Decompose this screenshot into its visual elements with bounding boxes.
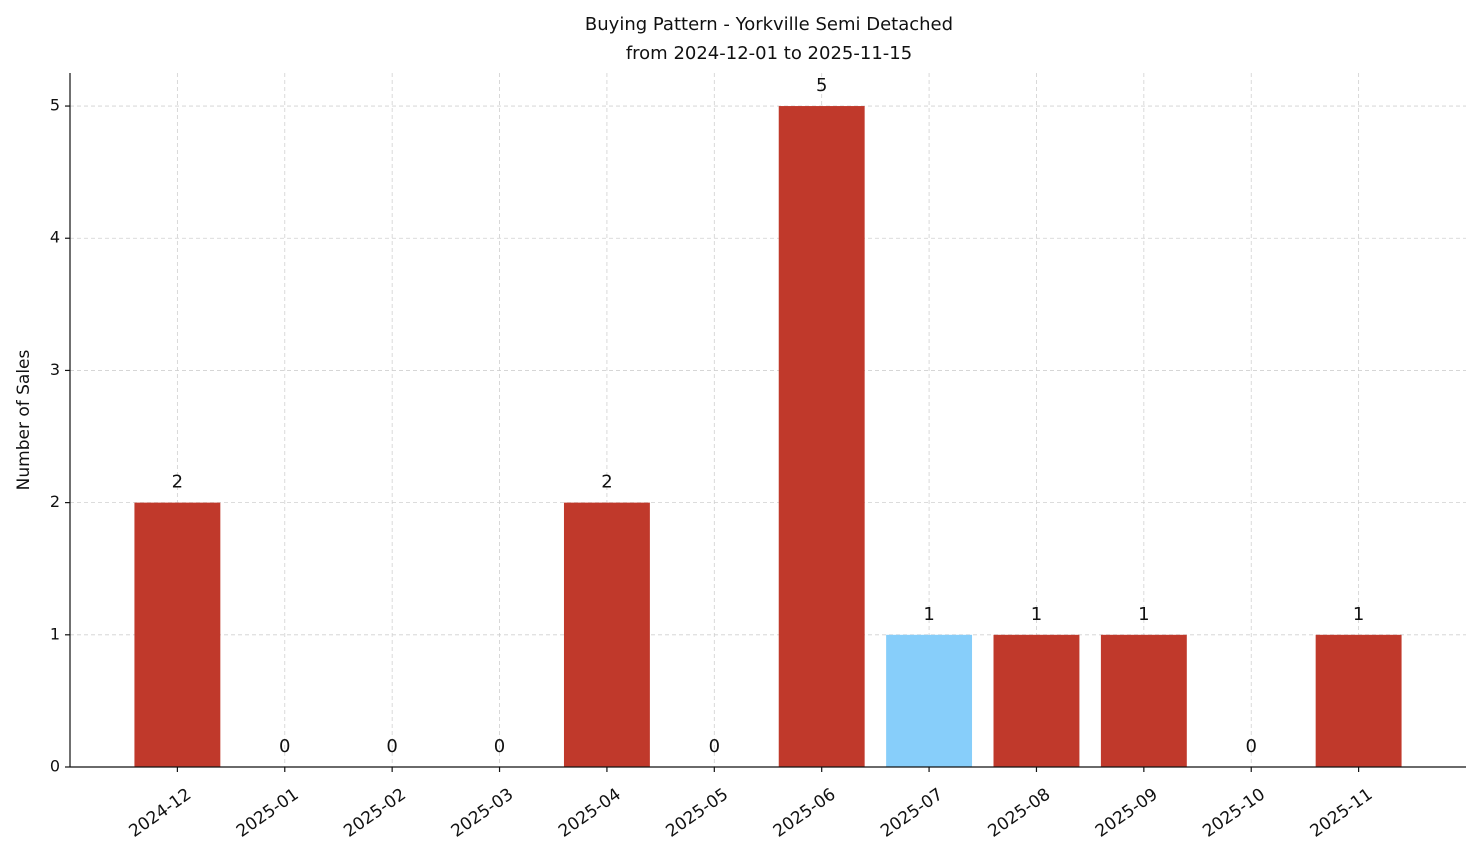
value-label: 1 — [1353, 604, 1364, 625]
y-tick-label: 5 — [50, 96, 60, 115]
value-label: 0 — [709, 736, 720, 757]
x-tick-label: 2024-12 — [125, 785, 195, 842]
bar — [134, 502, 221, 767]
y-tick-label: 0 — [50, 757, 60, 776]
chart-title: Buying Pattern - Yorkville Semi Detached — [585, 14, 953, 35]
x-tick-label: 2025-07 — [877, 785, 947, 842]
y-tick-label: 2 — [50, 492, 60, 511]
x-tick-label: 2025-05 — [662, 785, 732, 842]
bar — [778, 106, 865, 768]
x-tick-label: 2025-11 — [1307, 785, 1377, 842]
value-label: 0 — [1246, 736, 1257, 757]
value-label: 5 — [816, 75, 827, 96]
bar — [886, 634, 973, 767]
value-label: 1 — [1138, 604, 1149, 625]
chart-subtitle: from 2024-12-01 to 2025-11-15 — [626, 43, 912, 64]
x-tick-label: 2025-06 — [770, 785, 840, 842]
x-tick-label: 2025-08 — [985, 785, 1055, 842]
value-label: 2 — [601, 472, 612, 493]
y-tick-label: 1 — [50, 624, 60, 643]
bar — [993, 634, 1080, 767]
bar — [1100, 634, 1187, 767]
y-tick-label: 3 — [50, 360, 60, 379]
value-label: 0 — [279, 736, 290, 757]
x-tick-label: 2025-02 — [340, 785, 410, 842]
value-label: 0 — [386, 736, 397, 757]
value-label: 1 — [1031, 604, 1042, 625]
x-tick-label: 2025-01 — [233, 785, 303, 842]
bar — [563, 502, 650, 767]
x-tick-label: 2025-09 — [1092, 785, 1162, 842]
y-tick-label: 4 — [50, 228, 60, 247]
x-tick-label: 2025-04 — [555, 785, 625, 842]
value-label: 2 — [172, 472, 183, 493]
y-axis-label: Number of Sales — [14, 349, 34, 490]
value-label: 1 — [923, 604, 934, 625]
value-label: 0 — [494, 736, 505, 757]
x-tick-label: 2025-10 — [1199, 785, 1269, 842]
x-tick-label: 2025-03 — [448, 785, 518, 842]
bar — [1315, 634, 1402, 767]
